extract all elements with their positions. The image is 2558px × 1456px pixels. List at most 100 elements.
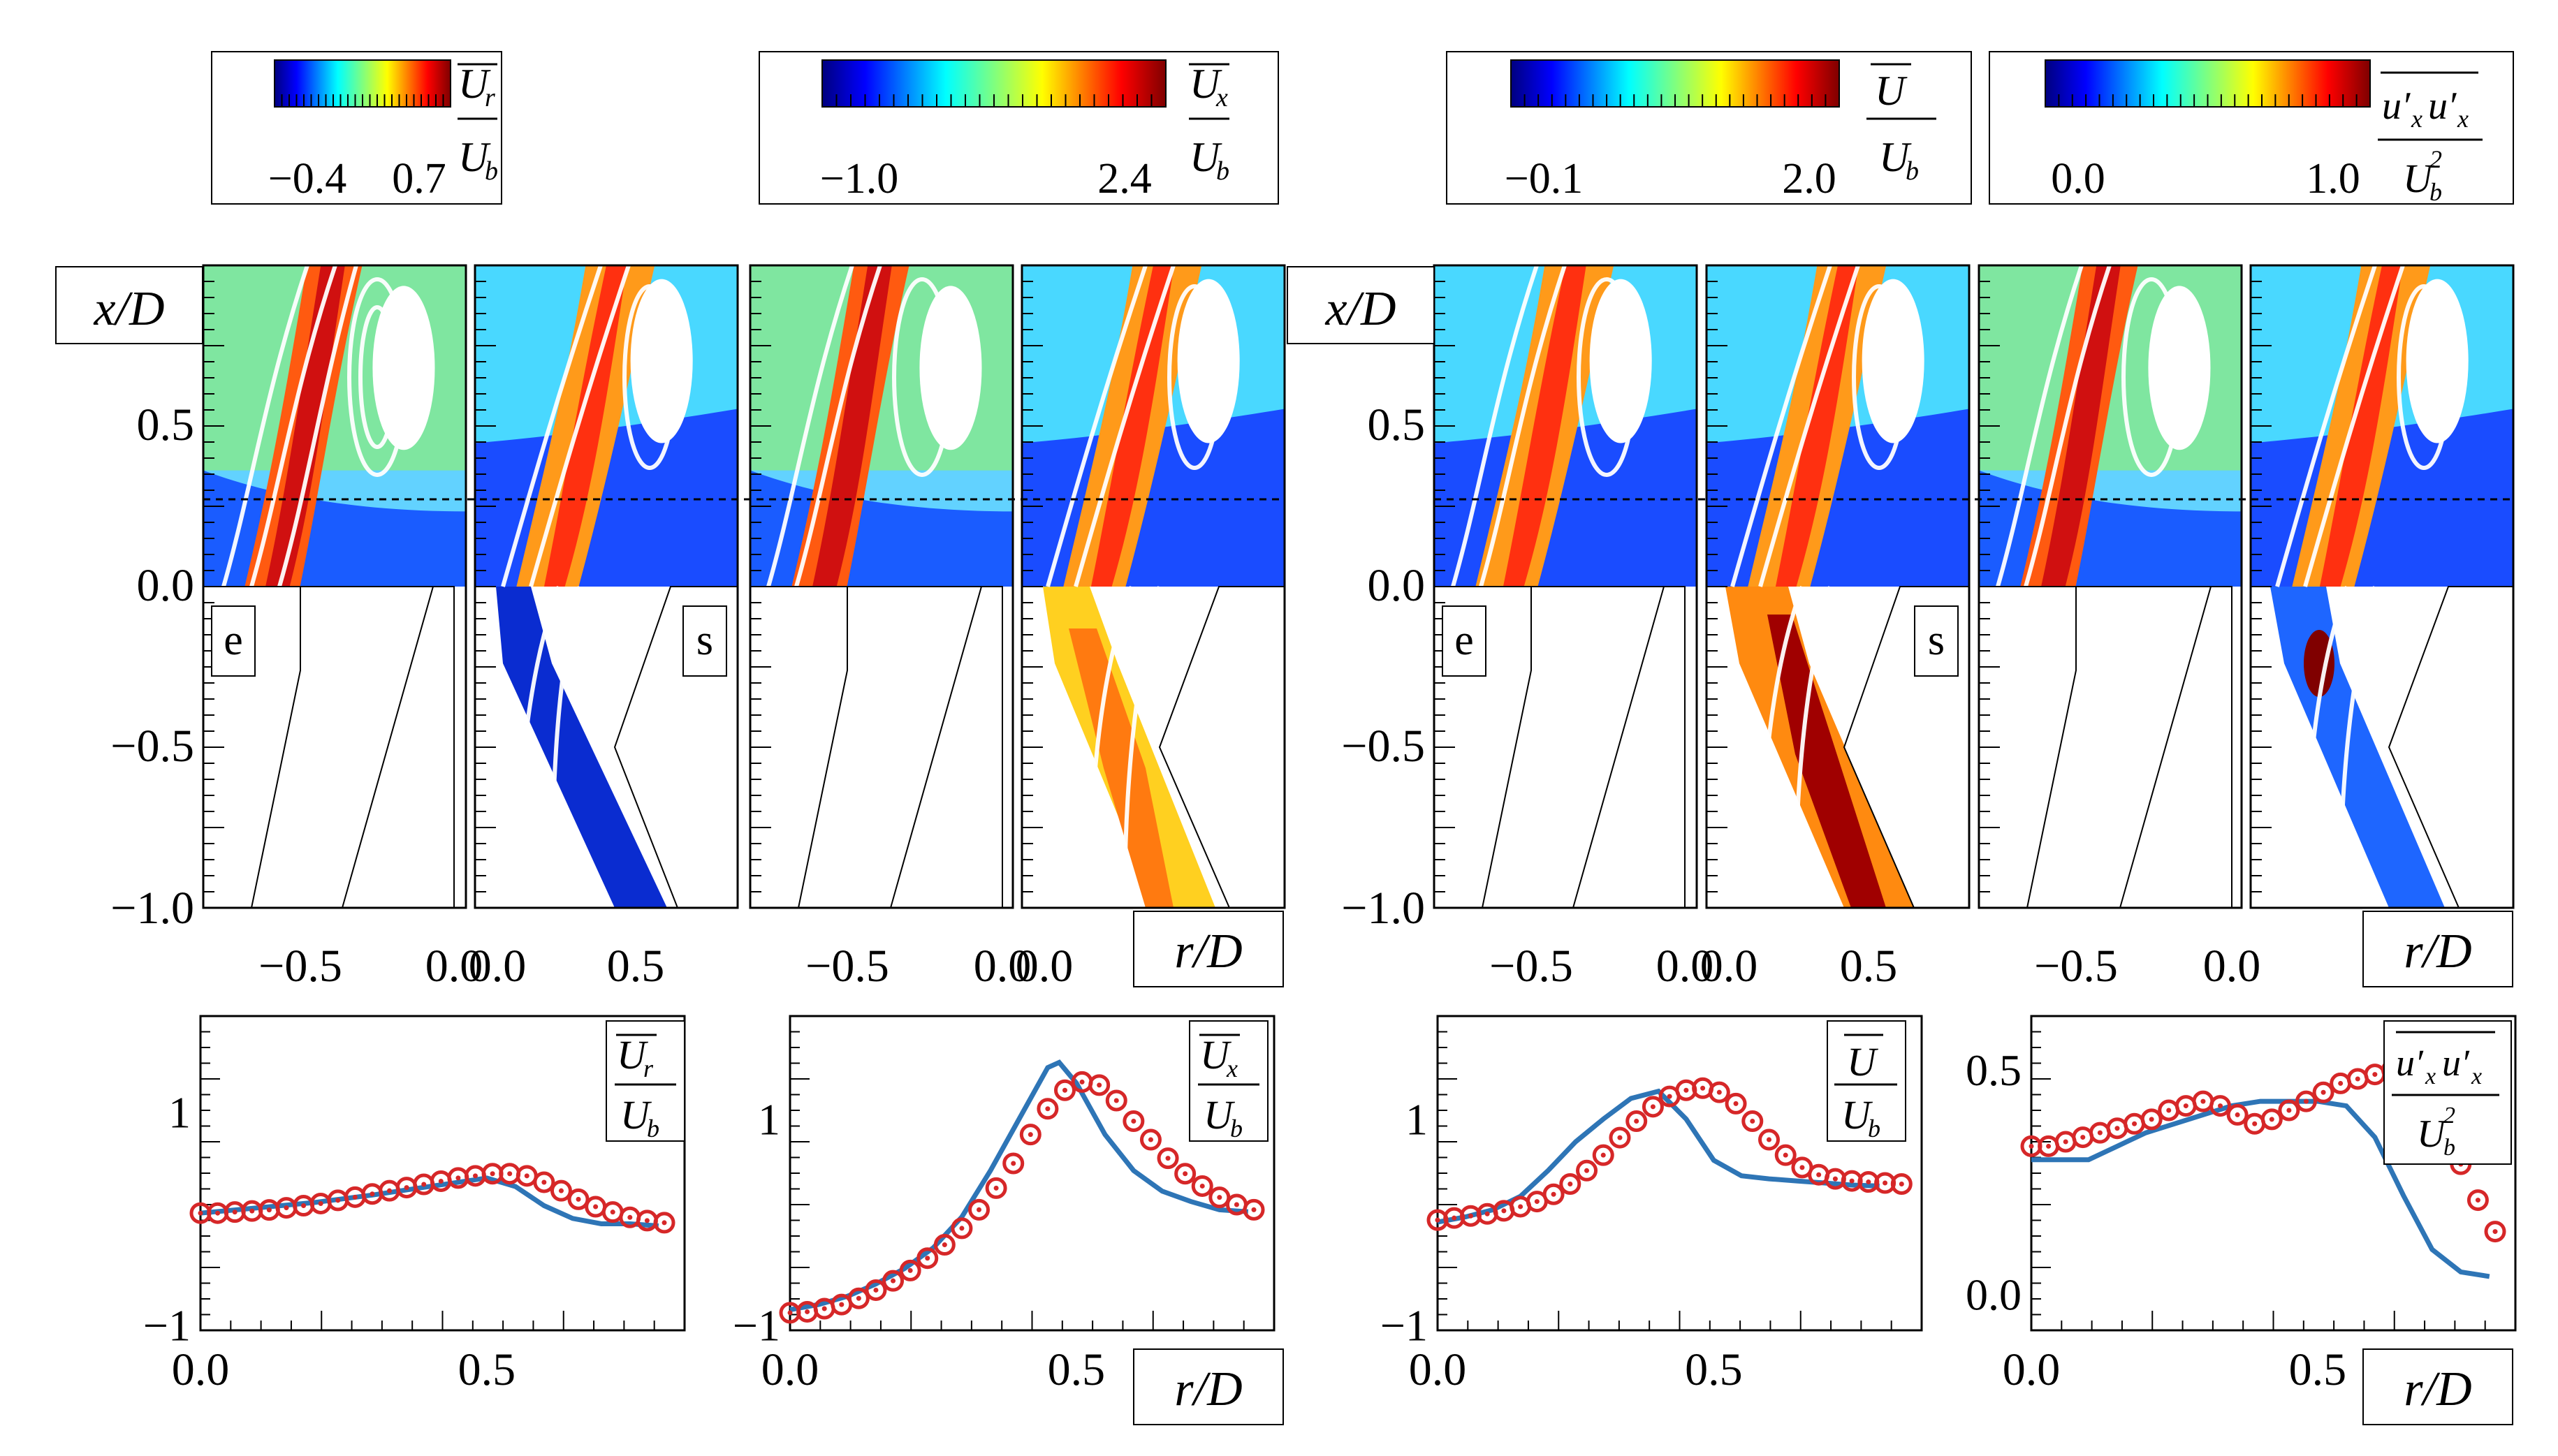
colorbar-label-u: U Ub	[1866, 63, 1936, 186]
xlabel: r/D	[2404, 1362, 2471, 1416]
experiment-dot	[2235, 1112, 2240, 1117]
experiment-dot	[1849, 1178, 1855, 1184]
svg-text:x: x	[2457, 105, 2469, 133]
experiment-dot	[2355, 1076, 2360, 1082]
experiment-dot	[2114, 1126, 2120, 1131]
lower-contour-fields	[496, 587, 2445, 908]
colorbar-max: 2.0	[1782, 155, 1836, 203]
streamlines	[221, 265, 2451, 909]
xlabel-box-profiles: r/D r/D	[1133, 1348, 2513, 1425]
experiment-dot	[1816, 1172, 1822, 1177]
experiment-dot	[873, 1287, 879, 1293]
xlabel-box-contour: r/D r/D	[1133, 911, 2513, 987]
ylabel: x/D	[1324, 282, 1396, 336]
svg-text:U: U	[1875, 68, 1908, 114]
experiment-ring	[1576, 1159, 1598, 1182]
experiment-dot	[593, 1204, 599, 1209]
xtick-label: −0.5	[2034, 941, 2118, 992]
experiment-dot	[2149, 1117, 2154, 1122]
svg-text:b: b	[1906, 156, 1919, 186]
xtick-label: 0.0	[761, 1344, 819, 1395]
experiment-point	[1105, 1089, 1127, 1112]
svg-text:U: U	[2403, 156, 2435, 201]
tag-e: e	[1454, 617, 1474, 664]
experiment-point	[1758, 1128, 1781, 1151]
experiment-ring	[1157, 1147, 1179, 1170]
experiment-dot	[1567, 1181, 1573, 1186]
experiment-ring	[1208, 1186, 1231, 1209]
experiment-point	[1559, 1172, 1581, 1195]
svg-text:x: x	[1215, 83, 1228, 112]
experiment-ring	[1774, 1144, 1797, 1166]
ytick-label: 0.5	[1966, 1045, 2022, 1095]
experiment-dot	[2269, 1117, 2274, 1122]
experiment-dot	[404, 1185, 409, 1191]
experiment-dot	[942, 1242, 947, 1248]
experiment-dot	[1716, 1089, 1722, 1095]
experiment-ring	[2209, 1095, 2232, 1117]
xtick-label: −0.5	[258, 941, 342, 992]
svg-text:b: b	[647, 1115, 659, 1142]
xlabel: r/D	[2404, 925, 2471, 978]
experiment-dot	[1079, 1079, 1085, 1084]
contour-y-labels-left: 0.5 0.0 −0.5 −1.0	[110, 399, 194, 934]
experiment-ring	[2484, 1221, 2506, 1243]
ylabel-box-left: x/D	[55, 266, 203, 344]
ylabel-box-mid: x/D	[1287, 266, 1435, 344]
experiment-point	[899, 1259, 921, 1281]
xtick-label: 0.0	[2003, 1344, 2061, 1395]
svg-text:x: x	[1226, 1054, 1238, 1082]
experiment-dot	[1501, 1208, 1507, 1214]
svg-text:U: U	[458, 134, 491, 180]
experiment-dot	[370, 1191, 375, 1197]
experiment-dot	[1733, 1101, 1739, 1106]
experiment-dot	[215, 1210, 221, 1216]
contour-ticks	[203, 265, 2272, 909]
experiment-ring	[1725, 1092, 1747, 1115]
experiment-point	[2295, 1090, 2317, 1112]
simulation-line	[200, 1175, 659, 1228]
experiment-ring	[1642, 1096, 1664, 1118]
experiment-ring	[985, 1177, 1007, 1199]
svg-text:U: U	[1841, 1092, 1873, 1138]
svg-text:u′: u′	[2396, 1042, 2424, 1084]
svg-text:U: U	[1879, 134, 1912, 180]
experiment-dot	[856, 1295, 861, 1301]
experiment-point	[2278, 1099, 2300, 1122]
experiment-dot	[1600, 1152, 1606, 1158]
ytick-label: −1	[733, 1301, 780, 1351]
experiment-dot	[907, 1267, 913, 1273]
colorbar-max: 1.0	[2306, 155, 2360, 203]
experiment-dot	[2475, 1198, 2480, 1203]
experiment-ring	[847, 1287, 870, 1309]
ytick-label: 0.0	[137, 560, 195, 611]
colorbar-ticks	[821, 94, 1167, 107]
experiment-point	[1139, 1128, 1162, 1151]
experiment-point	[1037, 1098, 1059, 1120]
experiment-dot	[2200, 1098, 2206, 1104]
experiment-dot	[318, 1200, 323, 1206]
experiment-ring	[1088, 1074, 1111, 1096]
experiment-dot	[1899, 1181, 1904, 1186]
experiment-dot	[839, 1302, 845, 1307]
svg-text:U: U	[458, 61, 491, 107]
experiment-point	[985, 1177, 1007, 1199]
experiment-dot	[2166, 1108, 2172, 1113]
experiment-dot	[232, 1209, 237, 1215]
colorbar-label-ux: Ux Ub	[1189, 61, 1229, 186]
simulation-line	[2031, 1098, 2490, 1279]
xtick-label: 0.5	[458, 1344, 516, 1395]
experiment-dot	[1011, 1161, 1016, 1166]
experiment-ring	[1559, 1172, 1581, 1195]
experiment-dot	[387, 1188, 393, 1193]
experiment-ring	[550, 1179, 572, 1202]
experiment-dot	[1683, 1087, 1689, 1093]
svg-text:U: U	[1190, 134, 1222, 180]
colorbar-ur: −0.4 0.7 Ur Ub	[211, 51, 502, 205]
experiment-point	[865, 1279, 887, 1301]
experiment-point	[2226, 1103, 2249, 1126]
experiment-dot	[1234, 1202, 1239, 1207]
experiment-dot	[2321, 1089, 2326, 1095]
experiment-dot	[644, 1218, 650, 1223]
colorbar-max: 0.7	[392, 155, 446, 203]
